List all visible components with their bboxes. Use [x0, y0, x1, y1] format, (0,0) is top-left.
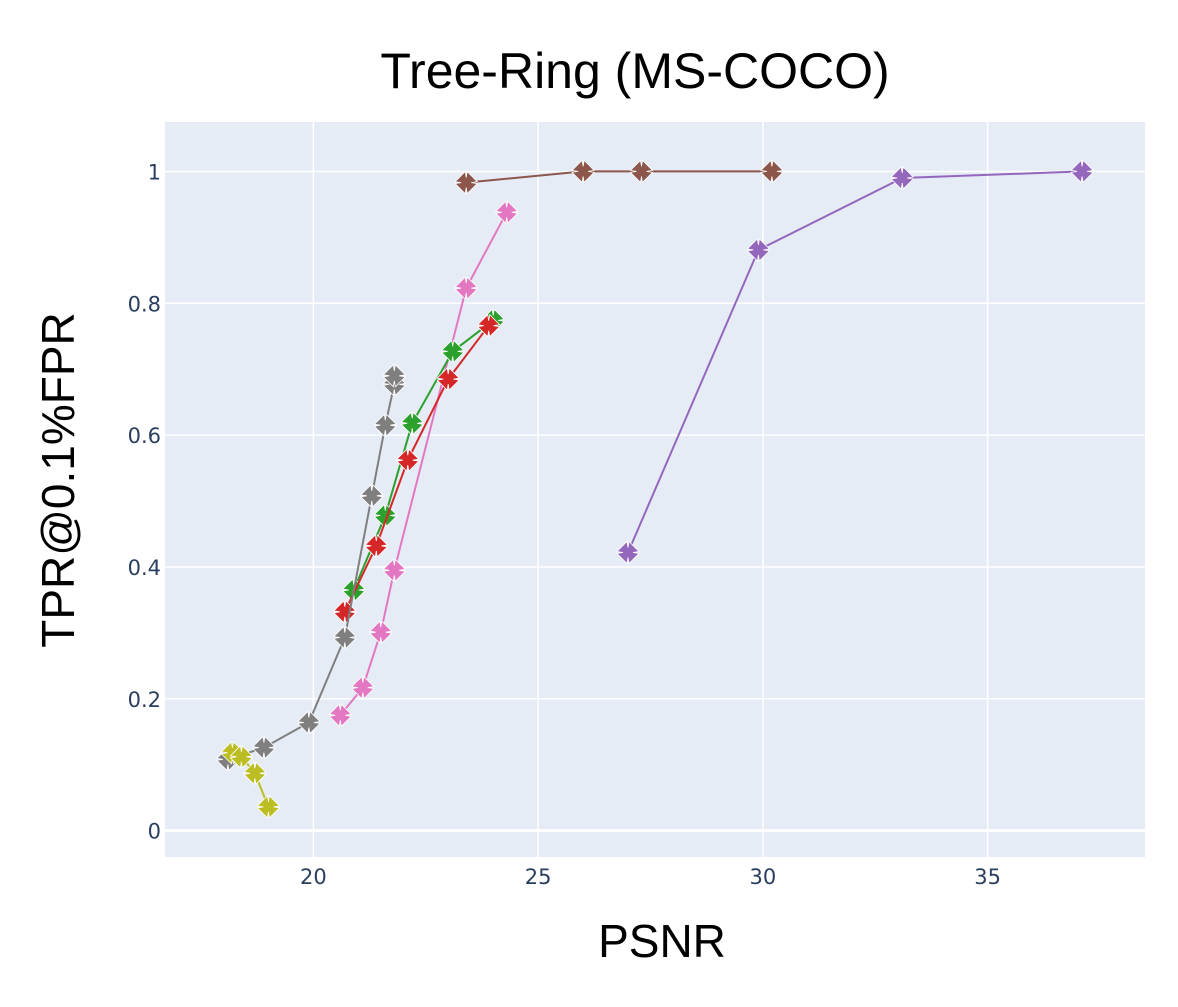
- data-point-marker[interactable]: [494, 200, 519, 225]
- data-point-marker[interactable]: [476, 313, 501, 338]
- data-point-marker[interactable]: [373, 413, 398, 438]
- data-point-marker[interactable]: [746, 238, 771, 262]
- series-layer: [216, 159, 1094, 819]
- data-point-marker[interactable]: [297, 710, 321, 735]
- data-point-marker[interactable]: [229, 744, 254, 769]
- data-point-marker[interactable]: [454, 170, 479, 195]
- data-point-marker[interactable]: [382, 558, 407, 583]
- data-point-marker[interactable]: [364, 534, 389, 558]
- data-point-marker[interactable]: [395, 448, 420, 473]
- x-tick-label: 25: [525, 865, 552, 889]
- data-point-marker[interactable]: [436, 367, 461, 391]
- y-tick-label: 0.8: [128, 292, 161, 316]
- y-tick-label: 0.2: [128, 688, 161, 712]
- series-line: [627, 170, 1083, 553]
- tick-layer: 20 25 30 35 0 0.2 0.4 0.6 0.8 1: [128, 160, 1001, 889]
- x-axis-title: PSNR: [598, 915, 726, 967]
- series-4: [332, 313, 501, 624]
- y-tick-label: 1: [148, 160, 161, 184]
- x-tick-label: 35: [974, 865, 1001, 889]
- data-point-marker[interactable]: [454, 276, 479, 300]
- data-point-marker[interactable]: [571, 159, 595, 184]
- data-point-marker[interactable]: [368, 620, 393, 645]
- data-point-marker[interactable]: [629, 159, 654, 184]
- x-tick-label: 30: [750, 865, 777, 889]
- data-point-marker[interactable]: [373, 503, 398, 528]
- data-point-marker[interactable]: [359, 483, 384, 508]
- data-point-marker[interactable]: [382, 363, 407, 388]
- data-point-marker[interactable]: [890, 166, 915, 190]
- series-1: [616, 159, 1094, 565]
- y-axis-title: TPR@0.1%FPR: [32, 312, 84, 648]
- series-2: [328, 200, 519, 728]
- y-tick-label: 0.6: [128, 424, 161, 448]
- series-0: [454, 159, 784, 195]
- data-point-marker[interactable]: [400, 411, 425, 436]
- data-point-marker[interactable]: [616, 540, 640, 565]
- data-point-marker[interactable]: [243, 761, 267, 786]
- data-point-marker[interactable]: [440, 339, 465, 364]
- data-point-marker[interactable]: [350, 675, 375, 700]
- series-6: [220, 740, 281, 819]
- x-tick-label: 20: [300, 865, 327, 889]
- data-point-marker[interactable]: [1070, 159, 1094, 184]
- data-point-marker[interactable]: [760, 159, 784, 184]
- y-tick-label: 0: [148, 820, 161, 844]
- series-line: [466, 170, 772, 184]
- data-point-marker[interactable]: [256, 795, 281, 819]
- data-point-marker[interactable]: [332, 625, 357, 650]
- data-point-marker[interactable]: [252, 735, 276, 760]
- data-point-marker[interactable]: [328, 703, 353, 728]
- chart-title: Tree-Ring (MS-COCO): [380, 43, 889, 99]
- y-tick-label: 0.4: [128, 556, 161, 580]
